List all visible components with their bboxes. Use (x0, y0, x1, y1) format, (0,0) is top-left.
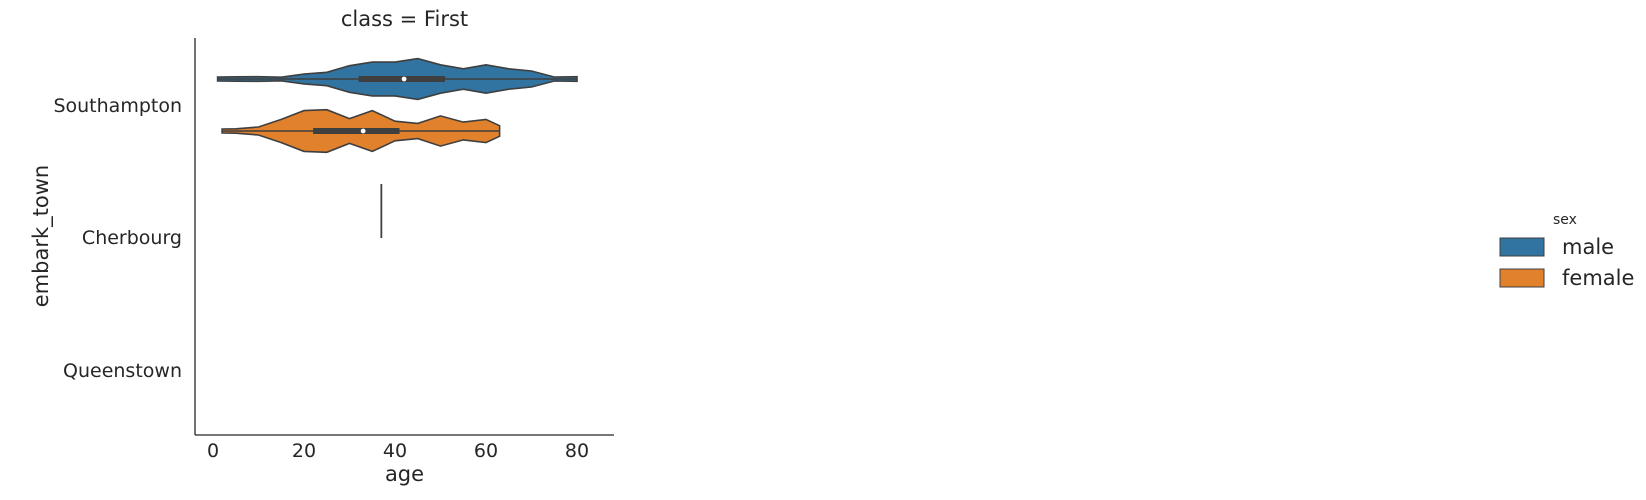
y-tick-label: Cherbourg (82, 227, 182, 249)
facet-1: class = First 0 20 40 60 80 age Southampton Cher… (29, 7, 614, 486)
legend: sex male female (1499, 212, 1634, 290)
violin-southampton-male-median (401, 76, 407, 82)
legend-label-female: female (1562, 266, 1634, 290)
x-tick-label: 80 (565, 440, 589, 462)
violin-southampton-female-median (360, 128, 366, 134)
y-tick-label: Queenstown (63, 360, 182, 382)
y-tick-label: Southampton (53, 95, 182, 117)
legend-label-male: male (1562, 235, 1614, 259)
facets: class = First 0 20 40 60 80 age Southampton Cher… (29, 7, 614, 486)
x-axis-label: age (385, 462, 424, 486)
x-tick-label: 20 (292, 440, 316, 462)
x-tick-label: 40 (383, 440, 407, 462)
facet-title: class = First (341, 7, 468, 31)
x-tick-label: 60 (474, 440, 498, 462)
legend-swatch-female (1499, 268, 1545, 288)
x-tick-label: 0 (207, 440, 219, 462)
y-axis-label: embark_town (29, 165, 54, 307)
legend-swatch-male (1499, 237, 1545, 257)
legend-title: sex (1553, 212, 1577, 228)
